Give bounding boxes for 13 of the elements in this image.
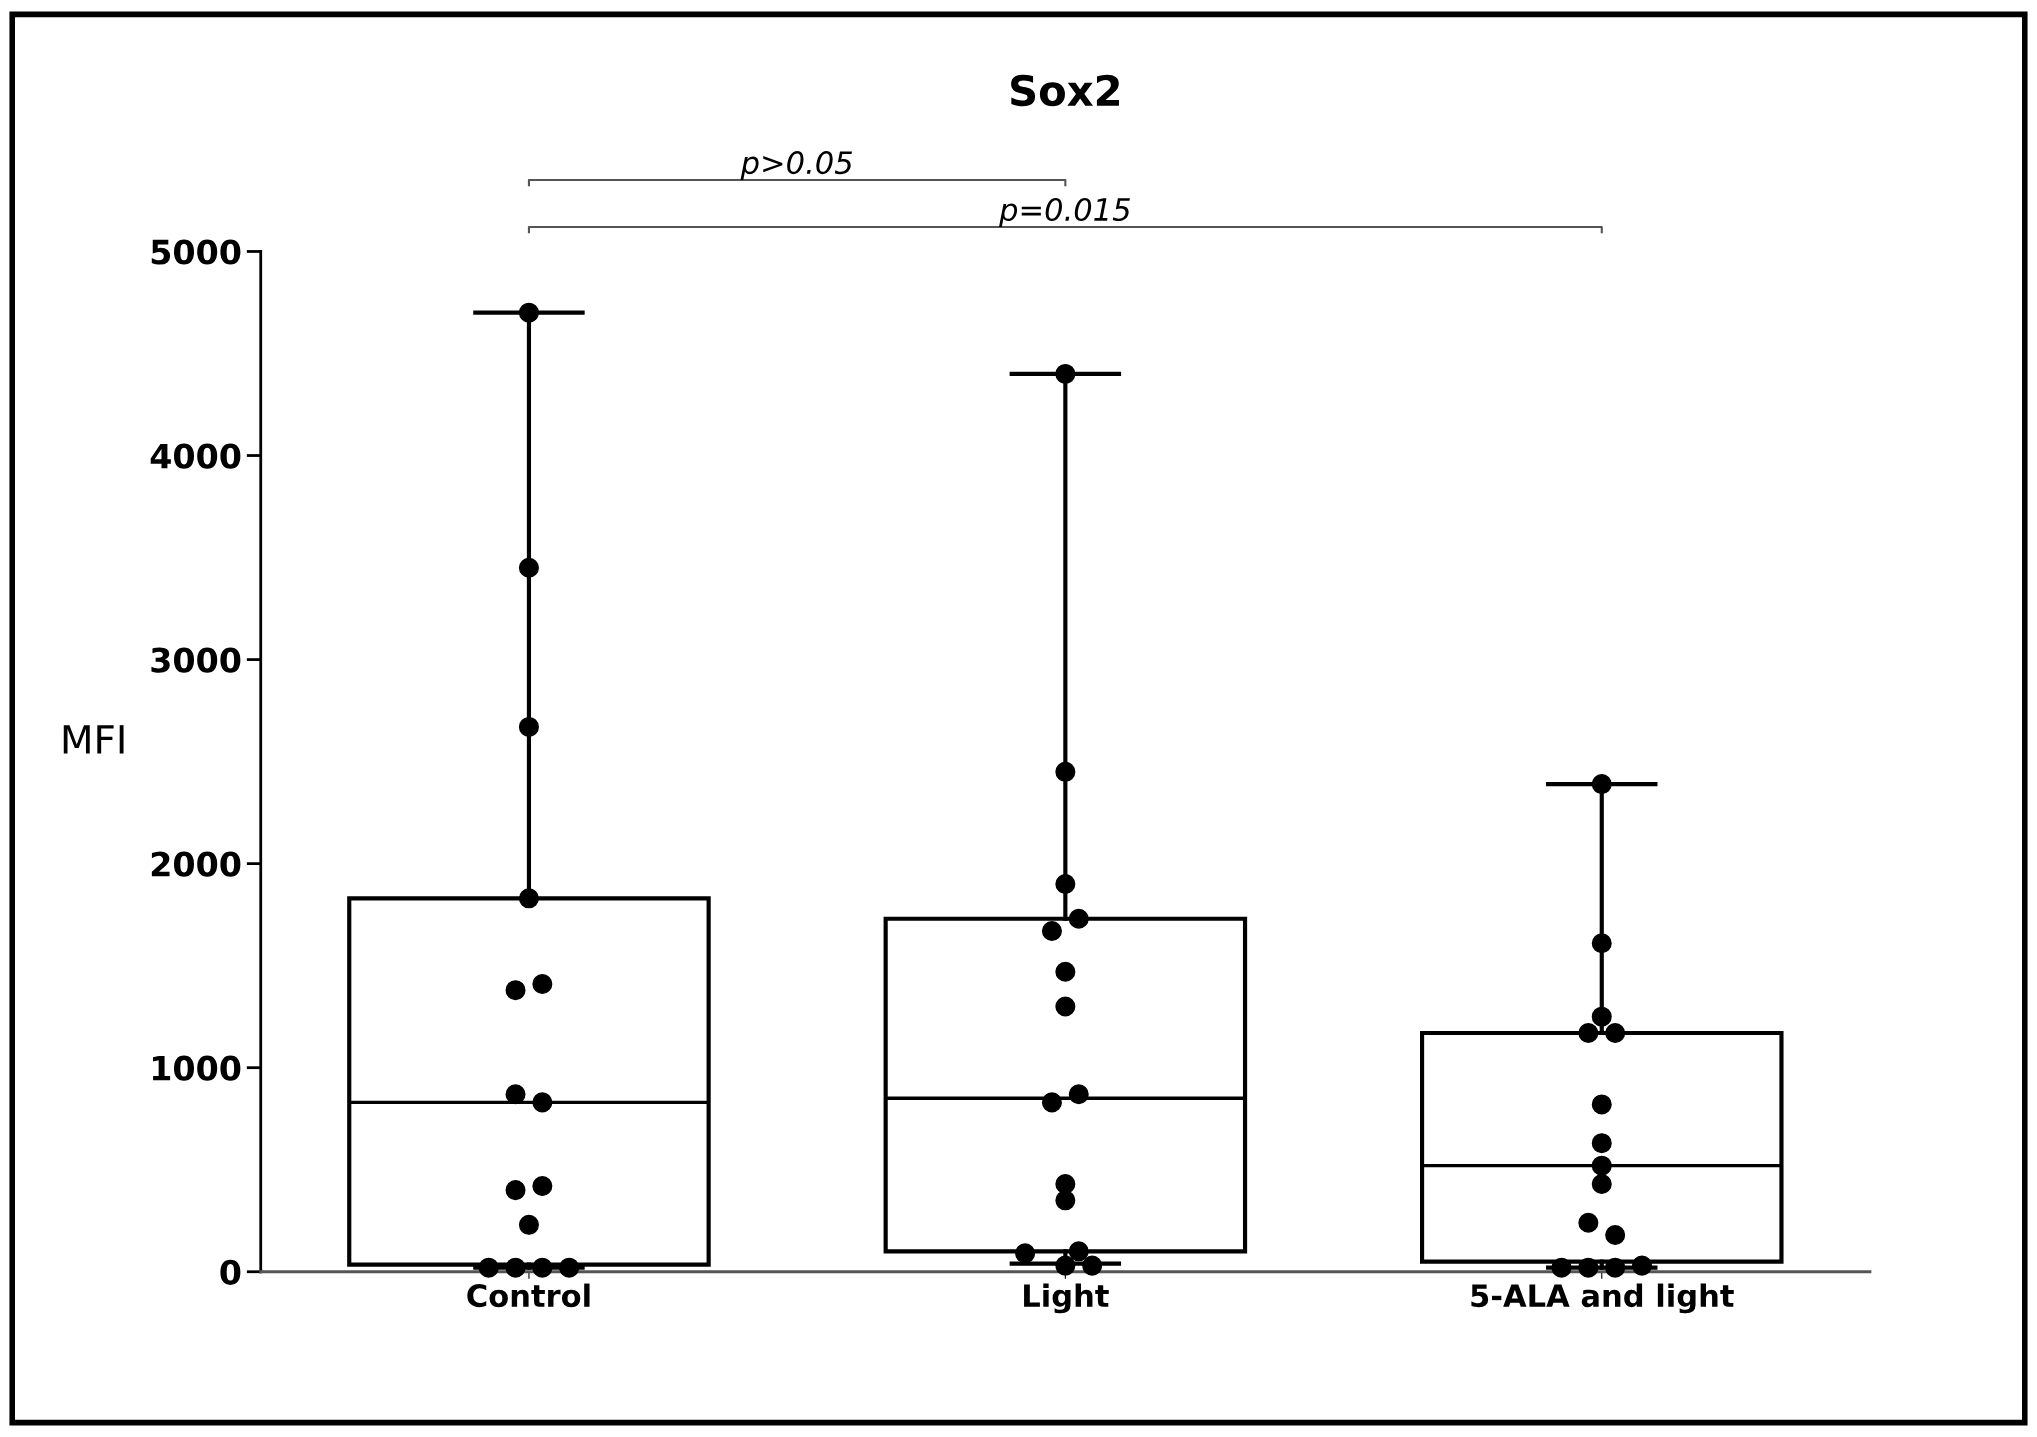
y-tick-label: 1000 xyxy=(152,1055,241,1081)
x-tick-label: 5-ALA and light xyxy=(1471,1283,1734,1314)
chart-title: Sox2 xyxy=(1011,74,1119,107)
y-axis-title: MFI xyxy=(63,725,124,754)
text: p=0.015 xyxy=(999,197,1130,227)
x-tick-label: Control xyxy=(467,1283,590,1308)
text: p>0.05 xyxy=(740,151,852,181)
x-tick-label: Light xyxy=(1024,1283,1109,1314)
y-tick-label: 3000 xyxy=(151,647,241,673)
y-tick-label: 4000 xyxy=(150,443,241,469)
y-tick-label: 5000 xyxy=(151,239,241,265)
y-tick-label: 2000 xyxy=(151,851,241,877)
y-tick-label: 0 xyxy=(220,1259,241,1285)
